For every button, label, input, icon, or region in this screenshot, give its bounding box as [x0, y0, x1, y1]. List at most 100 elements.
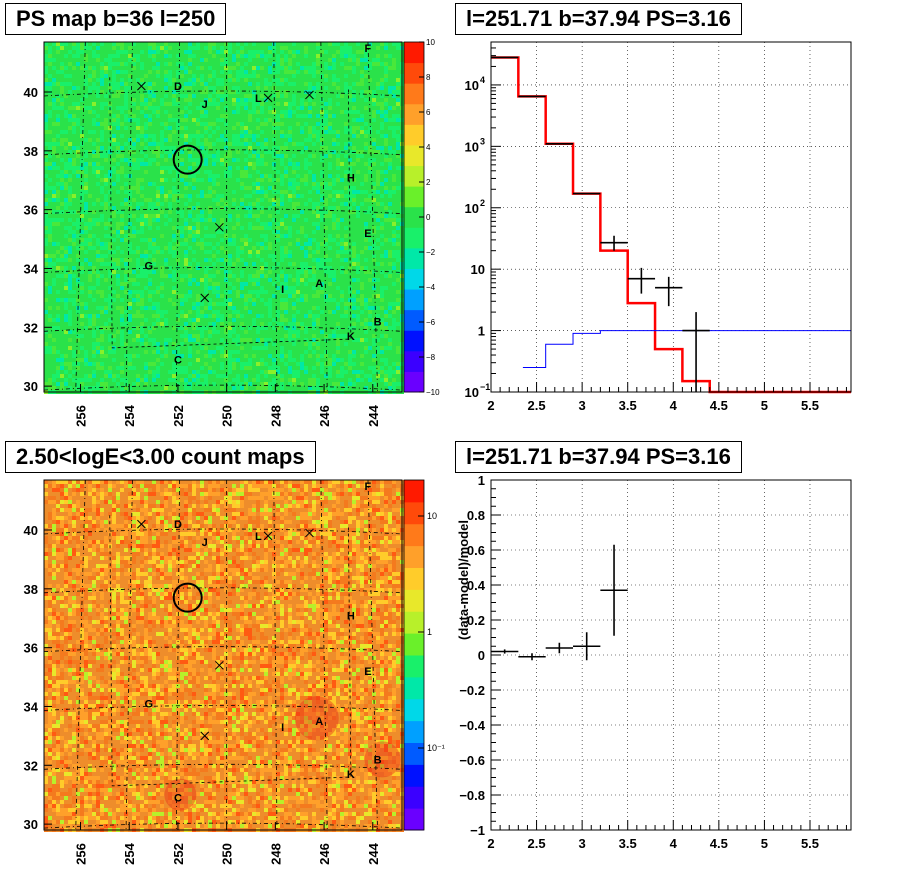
map-cell: [292, 94, 296, 98]
map-cell: [148, 118, 152, 122]
map-cell: [336, 218, 340, 222]
map-cell: [152, 122, 156, 126]
map-cell: [316, 246, 320, 250]
map-cell: [92, 178, 96, 182]
map-cell: [148, 110, 152, 114]
map-cell: [372, 186, 376, 190]
map-cell: [108, 214, 112, 218]
map-cell: [388, 246, 392, 250]
map-cell: [232, 42, 236, 46]
map-cell: [196, 86, 200, 90]
map-cell: [48, 138, 52, 142]
map-cell: [184, 46, 188, 50]
map-cell: [72, 138, 76, 142]
map-cell: [360, 226, 364, 230]
map-cell: [216, 166, 220, 170]
map-cell: [120, 218, 124, 222]
map-cell: [356, 170, 360, 174]
map-cell: [372, 258, 376, 262]
map-cell: [396, 198, 400, 202]
map-cell: [124, 230, 128, 234]
map-cell: [116, 130, 120, 134]
map-cell: [96, 250, 100, 254]
map-cell: [332, 66, 336, 70]
map-cell: [220, 134, 224, 138]
map-cell: [388, 166, 392, 170]
map-cell: [84, 194, 88, 198]
map-cell: [188, 122, 192, 126]
map-cell: [252, 70, 256, 74]
map-cell: [360, 258, 364, 262]
map-cell: [280, 142, 284, 146]
map-cell: [316, 226, 320, 230]
map-cell: [168, 78, 172, 82]
map-cell: [356, 250, 360, 254]
map-cell: [108, 146, 112, 150]
map-cell: [116, 90, 120, 94]
map-cell: [392, 218, 396, 222]
map-cell: [48, 222, 52, 226]
map-cell: [72, 246, 76, 250]
map-cell: [188, 98, 192, 102]
map-cell: [184, 214, 188, 218]
map-cell: [376, 162, 380, 166]
map-cell: [356, 218, 360, 222]
map-cell: [308, 158, 312, 162]
map-cell: [148, 42, 152, 46]
map-cell: [84, 262, 88, 266]
map-cell: [316, 254, 320, 258]
map-cell: [296, 170, 300, 174]
map-cell: [176, 154, 180, 158]
map-cell: [288, 186, 292, 190]
map-cell: [348, 58, 352, 62]
map-cell: [116, 126, 120, 130]
map-cell: [380, 158, 384, 162]
map-cell: [284, 110, 288, 114]
map-cell: [272, 66, 276, 70]
map-cell: [280, 154, 284, 158]
map-cell: [392, 90, 396, 94]
map-cell: [272, 186, 276, 190]
map-cell: [384, 66, 388, 70]
map-cell: [64, 222, 68, 226]
map-cell: [288, 90, 292, 94]
map-cell: [116, 194, 120, 198]
map-cell: [144, 94, 148, 98]
map-cell: [220, 114, 224, 118]
map-cell: [64, 146, 68, 150]
map-cell: [248, 126, 252, 130]
map-cell: [348, 146, 352, 150]
map-cell: [208, 142, 212, 146]
map-cell: [224, 194, 228, 198]
map-cell: [228, 42, 232, 46]
map-cell: [376, 130, 380, 134]
map-cell: [372, 142, 376, 146]
map-cell: [288, 214, 292, 218]
map-cell: [224, 146, 228, 150]
map-cell: [284, 102, 288, 106]
map-cell: [84, 86, 88, 90]
map-cell: [332, 158, 336, 162]
map-cell: [372, 158, 376, 162]
map-cell: [232, 254, 236, 258]
map-cell: [228, 262, 232, 266]
map-cell: [216, 174, 220, 178]
map-cell: [360, 246, 364, 250]
map-cell: [296, 174, 300, 178]
map-cell: [364, 82, 368, 86]
map-cell: [296, 70, 300, 74]
map-cell: [348, 90, 352, 94]
map-cell: [212, 42, 216, 46]
map-cell: [64, 254, 68, 258]
map-cell: [380, 258, 384, 262]
map-cell: [64, 122, 68, 126]
map-cell: [112, 42, 116, 46]
map-cell: [328, 210, 332, 214]
map-cell: [268, 66, 272, 70]
map-cell: [164, 122, 168, 126]
map-cell: [248, 230, 252, 234]
map-cell: [308, 174, 312, 178]
map-cell: [116, 62, 120, 66]
map-cell: [392, 130, 396, 134]
map-cell: [360, 186, 364, 190]
